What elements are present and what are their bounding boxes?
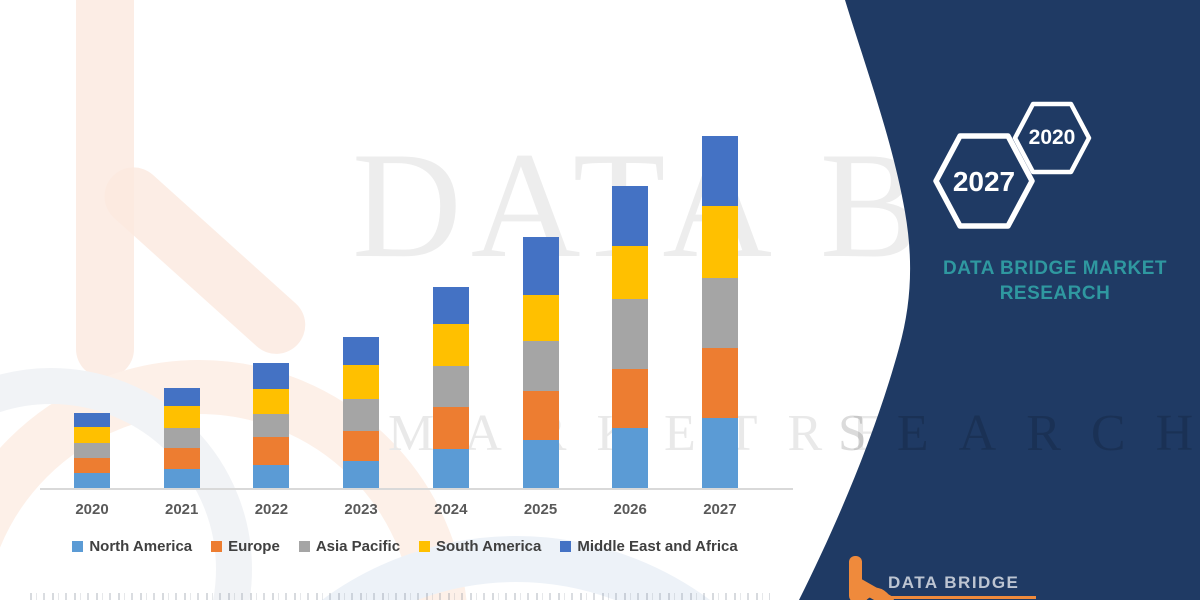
bar-segment-europe bbox=[612, 369, 649, 428]
bar-segment-south-america bbox=[522, 295, 559, 342]
bar-segment-asia-pacific bbox=[163, 427, 200, 448]
bar-segment-asia-pacific bbox=[432, 366, 469, 407]
footer-logo-text: DATA BRIDGE bbox=[888, 573, 1020, 592]
x-axis-label-2021: 2021 bbox=[165, 501, 199, 518]
bar-segment-north-america bbox=[612, 427, 649, 488]
bar-segment-north-america bbox=[253, 464, 290, 488]
brand-name-line1: DATA BRIDGE MARKET bbox=[943, 258, 1167, 279]
brand-name: DATA BRIDGE MARKET RESEARCH bbox=[930, 256, 1180, 306]
bar-segment-asia-pacific bbox=[253, 413, 290, 437]
bar-2022 bbox=[253, 362, 290, 488]
footer-logo-b-stroke bbox=[849, 556, 862, 600]
legend-item-north-america: North America bbox=[72, 538, 192, 555]
corner-panel-shape bbox=[799, 0, 1200, 600]
bar-segment-europe bbox=[701, 348, 738, 418]
bar-segment-asia-pacific bbox=[74, 442, 110, 458]
bar-segment-middle-east-and-africa bbox=[522, 236, 559, 296]
legend-item-asia-pacific: Asia Pacific bbox=[298, 538, 401, 555]
bar-segment-middle-east-and-africa bbox=[163, 387, 200, 406]
legend-swatch bbox=[298, 541, 310, 552]
legend: North America Europe Asia Pacific South Ame… bbox=[0, 538, 810, 555]
bar-segment-south-america bbox=[163, 405, 200, 428]
cut-off-caption-line bbox=[30, 593, 770, 600]
bar-segment-europe bbox=[163, 447, 200, 469]
bar-segment-europe bbox=[343, 430, 380, 461]
bar-segment-south-america bbox=[253, 388, 290, 414]
hexagon-2020 bbox=[1012, 101, 1092, 175]
hexagon-2027-label: 2027 bbox=[952, 166, 1016, 197]
legend-label: Middle East and Africa bbox=[577, 538, 738, 555]
bar-segment-north-america bbox=[74, 472, 110, 488]
bar-segment-europe bbox=[74, 457, 110, 473]
bar-segment-south-america bbox=[74, 426, 110, 443]
bar-segment-europe bbox=[432, 406, 469, 449]
x-axis-label-2025: 2025 bbox=[523, 501, 558, 518]
bar-segment-south-america bbox=[432, 324, 469, 367]
legend-label: Europe bbox=[228, 538, 280, 555]
legend-swatch bbox=[419, 541, 431, 552]
x-axis-label-2023: 2023 bbox=[344, 501, 378, 518]
bar-segment-north-america bbox=[522, 439, 559, 488]
bar-2020 bbox=[74, 412, 110, 488]
legend-item-south-america: South America bbox=[419, 538, 541, 555]
x-axis-label-2022: 2022 bbox=[254, 501, 289, 518]
bar-2023 bbox=[343, 337, 380, 488]
bar-segment-south-america bbox=[612, 245, 649, 300]
legend-label: South America bbox=[436, 538, 542, 555]
x-axis-label-2020: 2020 bbox=[75, 501, 109, 518]
bar-segment-north-america bbox=[701, 417, 738, 488]
x-axis-label-2024: 2024 bbox=[434, 501, 468, 518]
bar-segment-asia-pacific bbox=[701, 277, 738, 349]
footer-logo-underline bbox=[888, 596, 1036, 599]
bar-segment-north-america bbox=[432, 448, 469, 488]
x-axis-line bbox=[40, 488, 793, 490]
bar-segment-middle-east-and-africa bbox=[74, 412, 110, 427]
bar-segment-north-america bbox=[343, 460, 380, 488]
hexagon-2020-label: 2020 bbox=[1028, 126, 1076, 149]
bar-segment-asia-pacific bbox=[522, 341, 559, 391]
legend-item-middle-east-and-africa: Middle East and Africa bbox=[560, 538, 738, 555]
bar-2026 bbox=[612, 186, 649, 488]
bar-segment-asia-pacific bbox=[612, 299, 649, 370]
x-axis-label-2027: 2027 bbox=[703, 501, 737, 518]
watermark-on-panel: SEARCH bbox=[838, 405, 1200, 462]
bar-2021 bbox=[163, 387, 200, 488]
bar-segment-middle-east-and-africa bbox=[612, 186, 649, 246]
footer-logo-mark bbox=[849, 556, 894, 600]
bar-segment-south-america bbox=[701, 205, 738, 278]
brand-name-line2: RESEARCH bbox=[999, 283, 1111, 304]
bar-segment-middle-east-and-africa bbox=[701, 136, 738, 206]
legend-swatch bbox=[211, 541, 223, 552]
legend-label: North America bbox=[89, 538, 193, 555]
bar-segment-middle-east-and-africa bbox=[343, 337, 380, 366]
bar-2025 bbox=[522, 236, 559, 488]
x-axis-label-2026: 2026 bbox=[613, 501, 647, 518]
legend-item-europe: Europe bbox=[211, 538, 280, 555]
legend-swatch bbox=[560, 541, 572, 552]
bar-segment-middle-east-and-africa bbox=[432, 287, 469, 325]
bar-segment-europe bbox=[522, 390, 559, 440]
legend-swatch bbox=[72, 541, 84, 552]
bar-2024 bbox=[432, 287, 469, 488]
bar-segment-north-america bbox=[163, 468, 200, 488]
footer-logo-b-bowl bbox=[856, 587, 892, 600]
legend-label: Asia Pacific bbox=[315, 538, 401, 555]
bar-segment-europe bbox=[253, 436, 290, 465]
bar-segment-asia-pacific bbox=[343, 398, 380, 431]
bar-2027 bbox=[701, 136, 738, 488]
hexagon-2027 bbox=[933, 133, 1035, 229]
bar-segment-south-america bbox=[343, 365, 380, 399]
bar-segment-middle-east-and-africa bbox=[253, 362, 290, 389]
